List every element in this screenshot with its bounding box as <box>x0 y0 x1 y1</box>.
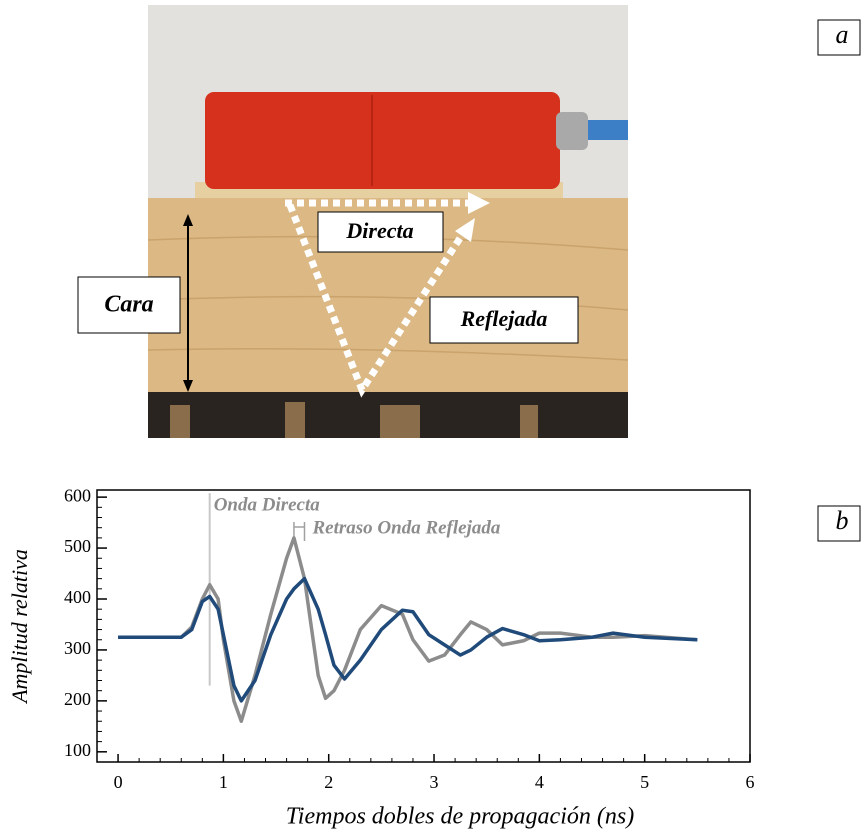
photo-label: Reflejada <box>460 306 548 331</box>
series-line <box>118 536 698 724</box>
series-line <box>118 576 698 703</box>
photo-label: Cara <box>104 292 153 318</box>
y-tick-label: 200 <box>64 689 91 709</box>
y-tick-label: 400 <box>64 587 91 607</box>
label-box <box>429 296 579 344</box>
x-axis-label: Tiempos dobles de propagación (ns) <box>286 804 634 830</box>
arrow-head <box>183 380 193 392</box>
panel-label: b <box>836 506 849 535</box>
x-tick-label: 5 <box>640 772 649 792</box>
annotation: Retraso Onda Reflejada <box>311 517 500 538</box>
x-tick-label: 6 <box>746 772 755 792</box>
panel-label: a <box>836 20 849 49</box>
wave-paths <box>285 199 470 398</box>
annotation: Onda Directa <box>214 494 321 515</box>
antenna <box>205 92 560 189</box>
photo-label: Directa <box>345 218 413 243</box>
arrow-head <box>455 218 475 242</box>
cable <box>588 120 628 140</box>
support-gaps <box>170 402 538 438</box>
connector <box>556 112 588 150</box>
arrow-head <box>468 192 490 214</box>
x-tick-label: 0 <box>114 772 123 792</box>
y-tick-label: 600 <box>64 485 91 505</box>
panel-box <box>817 505 861 542</box>
label-box <box>317 211 444 253</box>
arrow-head <box>183 214 193 226</box>
photo: Directa Cara Reflejada <box>77 5 629 438</box>
y-axis-label: Amplitud relativa <box>7 549 32 705</box>
x-tick-label: 2 <box>324 772 333 792</box>
label-box <box>77 276 181 334</box>
x-tick-label: 1 <box>219 772 228 792</box>
x-tick-label: 4 <box>535 772 544 792</box>
plot-frame <box>96 489 751 763</box>
y-tick-label: 500 <box>64 536 91 556</box>
panel-box <box>817 19 861 56</box>
y-tick-label: 300 <box>64 638 91 658</box>
y-tick-label: 100 <box>64 740 91 760</box>
x-tick-label: 3 <box>430 772 439 792</box>
